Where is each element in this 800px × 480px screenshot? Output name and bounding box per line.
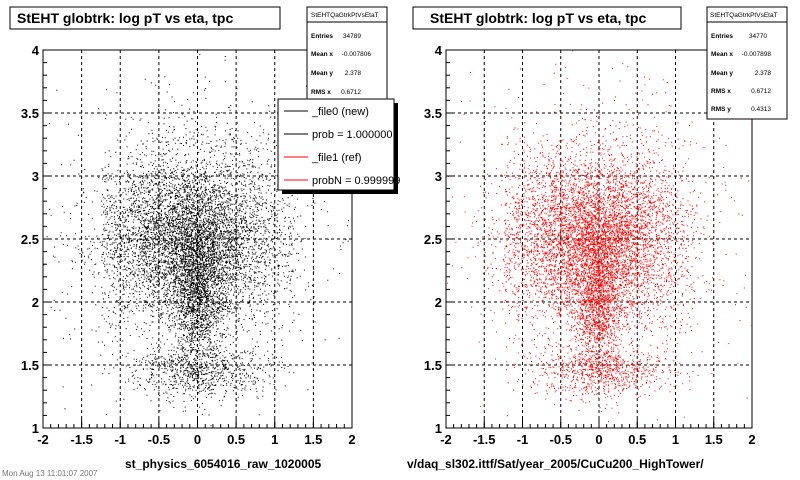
right-stats-row-value: 34770 [749, 33, 767, 40]
right-stats-box: StEHTQaGtrkPtVsEtaT Entries 34770 Mean x… [706, 6, 788, 120]
left-y-tick-label: 1.5 [21, 358, 39, 373]
right-y-tick-label: 4 [435, 43, 443, 58]
left-x-axis-label: st_physics_6054016_raw_1020005 [125, 457, 321, 471]
right-y-tick-label: 1 [435, 421, 442, 436]
right-title-box [412, 6, 682, 30]
left-panel: -2 -1.5 -1 -0.5 0 0.5 1 1.5 2 1 1.5 2 2.5 3 3.5 4 StEH… [9, 6, 400, 471]
right-x-tick-label: -1.5 [473, 432, 495, 447]
left-y-tick-label: 1 [32, 421, 39, 436]
left-y-tick-label: 2.5 [21, 232, 39, 247]
left-x-tick-label: -0.5 [148, 432, 170, 447]
right-y-tick-label: 3.5 [424, 106, 442, 121]
left-stats-name: StEHTQaGtrkPtVsEtaT [311, 12, 379, 19]
left-y-tick-label: 4 [32, 43, 40, 58]
right-y-tick-label: 1.5 [424, 358, 442, 373]
left-stats-row-label: RMS x [311, 89, 331, 96]
right-stats-row-label: Mean y [711, 70, 733, 77]
left-y-tick-label: 3.5 [21, 106, 39, 121]
right-stats-name: StEHTQaGtrkPtVsEtaT [710, 12, 778, 19]
left-y-tick-label: 3 [32, 169, 39, 184]
right-chart-title: StEHT globtrk: log pT vs eta, tpc [430, 10, 646, 26]
right-x-axis-label: v/daq_sl302.ittf/Sat/year_2005/CuCu200_H… [407, 457, 704, 471]
right-x-tick-label: 2 [748, 432, 755, 447]
left-x-tick-label: 1.5 [304, 432, 322, 447]
right-x-tick-label: 1 [672, 432, 679, 447]
left-chart-title: StEHT globtrk: log pT vs eta, tpc [17, 10, 233, 26]
left-y-tick-label: 2 [32, 295, 39, 310]
left-x-tick-label: -1 [114, 432, 126, 447]
right-stats-row-label: RMS y [711, 106, 731, 113]
right-panel: -2 -1.5 -1 -0.5 0 0.5 1 1.5 2 1 1.5 2 2.5 3 3.5 4 StEH… [407, 6, 788, 471]
footer-timestamp: Mon Aug 13 11:01:07 2007 [2, 469, 98, 478]
left-scatter-points [43, 53, 350, 427]
left-x-tick-label: -1.5 [70, 432, 92, 447]
right-stats-row-label: RMS x [711, 88, 731, 95]
left-scatter-marker [43, 53, 350, 427]
legend-entry-label: _file1 (ref) [311, 152, 362, 164]
legend-entry-label: prob = 1.000000 [312, 129, 392, 141]
right-stats-row-value: 0.6712 [751, 88, 771, 95]
left-x-tick-label: -2 [37, 432, 49, 447]
right-x-tick-label: -0.5 [550, 432, 572, 447]
left-stats-row-label: Mean y [311, 70, 333, 77]
right-y-tick-label: 2.5 [424, 232, 442, 247]
left-stats-row-value: 0.6712 [341, 89, 361, 96]
right-x-tick-label: -2 [440, 432, 452, 447]
left-x-tick-label: 1 [271, 432, 278, 447]
left-stats-row-label: Entries [311, 33, 333, 40]
legend-entry-label: _file0 (new) [311, 106, 369, 118]
right-stats-row-label: Entries [711, 33, 733, 40]
legend-entry-label: probN = 0.999999 [312, 175, 400, 187]
left-stats-row-value: 34789 [343, 33, 361, 40]
right-x-tick-label: -1 [517, 432, 529, 447]
left-x-tick-label: 0.5 [227, 432, 245, 447]
right-stats-row-value: 2.378 [755, 70, 772, 77]
right-stats-row-value: -0.007898 [742, 51, 772, 58]
left-stats-row-label: Mean x [311, 51, 333, 58]
left-stats-row-value: 2.378 [345, 70, 362, 77]
left-x-tick-label: 2 [348, 432, 355, 447]
right-y-ticks: 1 1.5 2 2.5 3 3.5 4 [424, 43, 455, 436]
left-x-tick-label: 0 [194, 432, 201, 447]
right-y-tick-label: 2 [435, 295, 442, 310]
left-x-ticks: -2 -1.5 -1 -0.5 0 0.5 1 1.5 2 [37, 419, 356, 447]
right-x-tick-label: 0.5 [628, 432, 646, 447]
left-stats-row-value: -0.007806 [342, 51, 372, 58]
right-stats-row-label: Mean x [711, 51, 733, 58]
right-stats-row-value: 0.4313 [751, 106, 771, 113]
right-x-tick-label: 1.5 [705, 432, 723, 447]
left-title-box [9, 6, 281, 30]
right-x-ticks: -2 -1.5 -1 -0.5 0 0.5 1 1.5 2 [440, 419, 756, 447]
right-x-tick-label: 0 [595, 432, 602, 447]
legend: _file0 (new) prob = 1.000000 _file1 (ref… [277, 98, 400, 194]
left-y-ticks: 1 1.5 2 2.5 3 3.5 4 [21, 43, 52, 436]
right-y-tick-label: 3 [435, 169, 442, 184]
